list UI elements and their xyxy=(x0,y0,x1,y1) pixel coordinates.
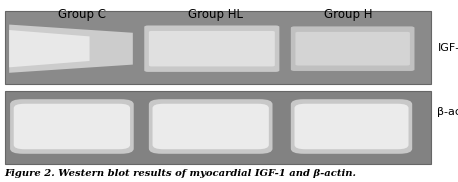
Text: Group H: Group H xyxy=(324,8,372,21)
FancyBboxPatch shape xyxy=(153,104,269,149)
Text: Group C: Group C xyxy=(59,8,106,21)
FancyBboxPatch shape xyxy=(291,26,414,71)
Text: β-actin: β-actin xyxy=(437,107,458,117)
FancyBboxPatch shape xyxy=(291,99,412,154)
FancyBboxPatch shape xyxy=(294,104,409,149)
FancyBboxPatch shape xyxy=(149,31,275,66)
FancyBboxPatch shape xyxy=(144,25,279,72)
FancyBboxPatch shape xyxy=(14,104,130,149)
FancyBboxPatch shape xyxy=(5,91,431,164)
Text: Figure 2. Western blot results of myocardial IGF-1 and β-actin.: Figure 2. Western blot results of myocar… xyxy=(5,169,357,178)
Text: IGF-1: IGF-1 xyxy=(437,43,458,53)
FancyBboxPatch shape xyxy=(5,11,431,84)
Text: Group HL: Group HL xyxy=(188,8,243,21)
FancyBboxPatch shape xyxy=(10,99,134,154)
FancyBboxPatch shape xyxy=(295,32,410,66)
FancyBboxPatch shape xyxy=(149,99,273,154)
Polygon shape xyxy=(9,25,133,73)
Polygon shape xyxy=(9,30,89,67)
